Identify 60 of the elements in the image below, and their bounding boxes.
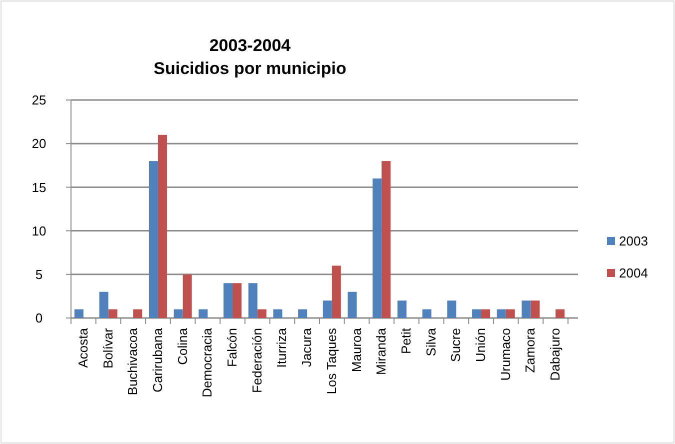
y-tick-label: 20: [32, 136, 46, 152]
x-tick-label: Colina: [174, 327, 190, 365]
bar: [99, 292, 108, 318]
x-tick-label: Acosta: [75, 327, 90, 368]
y-tick-label: 5: [35, 266, 43, 282]
x-tick-label: Dabajuro: [548, 328, 563, 381]
bar: [522, 300, 531, 318]
x-tick-label: Sucre: [448, 328, 464, 362]
x-tick-label: Mauroa: [348, 327, 364, 372]
bar: [530, 300, 540, 318]
bar: [382, 161, 391, 318]
x-tick-label: Zamora: [522, 327, 538, 373]
bar: [348, 292, 357, 318]
x-tick-label: Iturriza: [274, 327, 290, 368]
x-tick-label: Falcón: [224, 328, 240, 368]
x-tick-label: Democracia: [200, 327, 215, 398]
bar: [332, 266, 341, 318]
x-tick-label: Jacura: [299, 327, 314, 368]
bar: [182, 274, 192, 318]
x-tick-label: Urumaco: [498, 328, 513, 381]
chart-title: 2003-2004: [209, 36, 292, 55]
bar: [257, 309, 266, 318]
bar: [496, 309, 506, 318]
y-tick-label: 25: [32, 92, 46, 108]
y-tick-label: 15: [32, 180, 46, 195]
x-tick-label: Los Taques: [324, 328, 339, 394]
bar: [372, 178, 382, 318]
x-tick-label: Federación: [249, 328, 264, 394]
chart-subtitle: Suicidios por municipio: [154, 59, 346, 78]
y-tick-label: 0: [35, 310, 43, 326]
bar: [422, 309, 432, 318]
bar: [133, 309, 142, 318]
bar: [397, 300, 406, 318]
bar: [506, 309, 515, 318]
bar: [248, 283, 258, 318]
x-tick-label: Buchivacoa: [125, 327, 140, 396]
bar: [224, 283, 233, 318]
legend-label: 2003: [619, 234, 648, 249]
bar: [298, 309, 308, 318]
bar: [447, 300, 456, 318]
x-tick-label: Miranda: [374, 327, 389, 375]
bar: [472, 309, 482, 318]
bar: [322, 300, 332, 318]
bar: [174, 309, 183, 318]
x-tick-label: Carirubana: [150, 327, 165, 392]
y-tick-label: 10: [32, 223, 46, 238]
bar: [232, 283, 242, 318]
x-tick-label: Silva: [423, 327, 438, 356]
bar: [74, 309, 84, 318]
legend-label: 2004: [619, 266, 648, 281]
x-tick-label: Petit: [398, 328, 414, 354]
bar: [108, 309, 118, 318]
x-tick-label: Unión: [473, 328, 488, 362]
bar: [148, 161, 158, 318]
bar: [556, 309, 565, 318]
bar: [158, 134, 167, 318]
bar: [481, 309, 490, 318]
bar: [198, 309, 208, 318]
x-tick-label: Bolívar: [100, 327, 116, 368]
bar: [273, 309, 282, 318]
